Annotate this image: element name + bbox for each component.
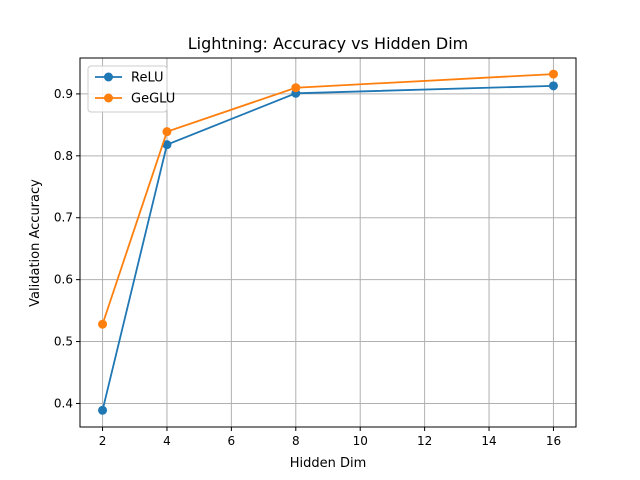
x-axis-label: Hidden Dim bbox=[290, 456, 367, 471]
series-layer bbox=[98, 69, 558, 415]
legend: ReLU GeGLU bbox=[87, 65, 175, 113]
x-tick-label: 2 bbox=[99, 434, 107, 448]
legend-item-relu: ReLU bbox=[95, 71, 164, 86]
legend-label: ReLU bbox=[131, 71, 164, 86]
legend-swatch-marker bbox=[104, 72, 113, 82]
y-tick-label: 0.6 bbox=[54, 273, 73, 287]
legend-item-geglu: GeGLU bbox=[95, 92, 175, 107]
plot-frame bbox=[79, 57, 577, 428]
y-axis-label: Validation Accuracy bbox=[28, 179, 43, 307]
chart-title: Lightning: Accuracy vs Hidden Dim bbox=[188, 34, 469, 53]
x-tick-label: 12 bbox=[417, 434, 432, 448]
series-line-relu bbox=[101, 84, 554, 411]
y-tick-label: 0.5 bbox=[54, 335, 73, 349]
x-tick-label: 8 bbox=[292, 434, 300, 448]
x-tick-label: 14 bbox=[481, 434, 496, 448]
y-tick-label: 0.9 bbox=[54, 87, 73, 101]
data-point-geglu bbox=[291, 83, 301, 93]
x-tick-label: 6 bbox=[228, 434, 236, 448]
data-point-geglu bbox=[548, 69, 558, 79]
grid bbox=[80, 58, 576, 427]
legend-label: GeGLU bbox=[131, 92, 175, 107]
series-geglu bbox=[98, 69, 558, 329]
y-tick-label: 0.4 bbox=[54, 396, 73, 410]
x-tick-label: 10 bbox=[353, 434, 368, 448]
y-axis: 0.4 0.5 0.6 0.7 0.8 0.9 bbox=[54, 87, 80, 410]
data-point-relu bbox=[98, 405, 108, 415]
legend-swatch-marker bbox=[104, 93, 113, 103]
series-line-geglu bbox=[101, 73, 554, 325]
x-axis: 2 4 6 8 10 12 14 16 bbox=[99, 427, 561, 448]
x-tick-label: 16 bbox=[546, 434, 561, 448]
data-point-relu bbox=[162, 140, 172, 150]
data-point-geglu bbox=[98, 319, 108, 329]
y-tick-label: 0.7 bbox=[54, 211, 73, 225]
x-tick-label: 4 bbox=[163, 434, 171, 448]
data-point-relu bbox=[548, 81, 558, 91]
data-point-geglu bbox=[162, 127, 172, 137]
y-tick-label: 0.8 bbox=[54, 149, 73, 163]
series-relu bbox=[98, 81, 558, 415]
